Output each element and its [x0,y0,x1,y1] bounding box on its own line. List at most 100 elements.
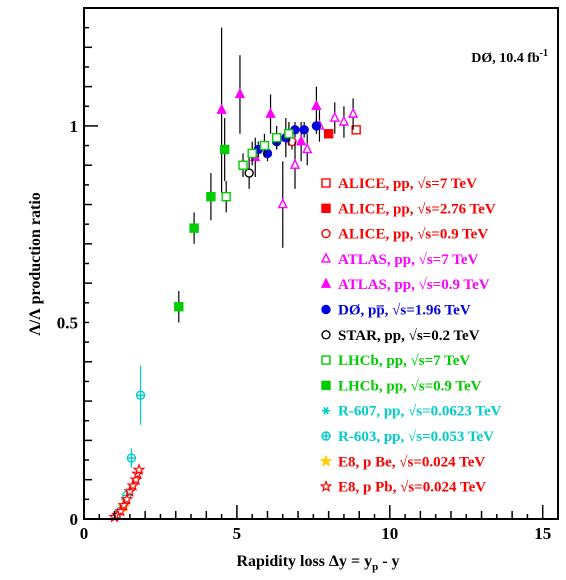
data-point-marker [271,133,282,143]
legend-label: E8, p Pb, √s=0.024 TeV [338,480,486,496]
legend: ALICE, pp, √s=7 TeV ALICE, pp, √s=2.76 Te… [319,176,502,496]
legend-item: R-607, pp, √s=0.0623 TeV [322,404,502,420]
legend-label: STAR, pp, √s=0.2 TeV [338,328,480,344]
legend-item: LHCb, pp, √s=0.9 TeV [321,378,482,394]
legend-label: ATLAS, pp, √s=0.9 TeV [338,277,490,293]
data-point-marker [132,463,146,476]
legend-label: R-607, pp, √s=0.0623 TeV [338,404,502,420]
legend-label: ALICE, pp, √s=2.76 TeV [338,201,496,217]
annotation-main: DØ, 10.4 fb [471,51,540,66]
data-point-marker [295,135,307,146]
legend-item: ALICE, pp, √s=7 TeV [321,176,477,192]
annotation: DØ, 10.4 fb-1 [471,48,548,66]
data-point-marker [221,191,231,202]
x-tick-label: 0 [80,524,89,543]
data-point-marker [321,304,331,315]
series-7 [221,121,294,213]
legend-label: ATLAS, pp, √s=7 TeV [338,252,478,268]
data-point-marker [123,484,137,497]
data-point-marker [302,142,313,154]
legend-label: LHCb, pp, √s=7 TeV [338,353,470,369]
legend-item: DØ, pp̅, √s=1.96 TeV [321,303,471,319]
legend-label: ALICE, pp, √s=0.9 TeV [338,227,488,243]
data-point-marker [321,355,331,365]
axis-ticks [83,7,559,520]
legend-label: LHCb, pp, √s=0.9 TeV [338,378,482,394]
data-point-marker [289,158,301,169]
data-point-marker [189,223,199,233]
data-point-marker [320,277,332,288]
tick-labels: 0 5 10 15 0 0.5 1 [57,117,551,543]
data-point-marker [135,390,146,400]
data-point-marker [319,454,333,467]
data-point-marker [321,431,331,441]
data-point-marker [351,125,361,135]
data-point-marker [216,103,227,114]
legend-item: E8, p Pb, √s=0.024 TeV [319,479,486,496]
data-point-marker [322,406,330,415]
data-point-marker [129,472,143,486]
data-point-marker [219,144,230,155]
legend-item: ATLAS, pp, √s=7 TeV [320,252,478,268]
legend-item: LHCb, pp, √s=7 TeV [321,353,470,369]
legend-item: ALICE, pp, √s=0.9 TeV [321,227,488,243]
data-point-marker [299,125,309,135]
x-axis-title-main: Rapidity loss Δy = y [236,553,372,570]
legend-item: E8, p Be, √s=0.024 TeV [319,454,485,470]
legend-label: ALICE, pp, √s=7 TeV [338,176,477,192]
legend-label: E8, p Be, √s=0.024 TeV [338,454,485,470]
data-point-marker [311,99,322,110]
x-tick-label: 5 [233,524,242,543]
x-tick-label: 10 [381,524,398,543]
y-tick-label: 0 [70,510,79,529]
x-tick-label: 15 [534,524,551,543]
x-axis-title-sub: p [372,561,378,573]
data-point-marker [206,191,216,202]
data-point-marker [120,492,134,505]
data-point-marker [277,197,288,209]
data-point-marker [174,302,184,312]
data-point-marker [259,140,270,151]
data-point-marker [284,129,294,139]
data-point-marker [126,453,137,463]
series-0 [351,125,361,135]
legend-item: ALICE, pp, √s=2.76 TeV [321,201,496,217]
data-point-marker [247,148,257,159]
data-point-marker [244,168,254,178]
data-point-marker [117,498,131,511]
data-point-marker [321,228,331,239]
legend-item: R-603, pp, √s=0.053 TeV [321,429,494,445]
data-point-marker [321,178,331,188]
series-8 [174,118,230,323]
y-tick-label: 1 [70,117,79,136]
data-point-marker [329,111,340,122]
data-point-marker [320,252,332,263]
series-1 [323,129,334,139]
legend-label: DØ, pp̅, √s=1.96 TeV [338,303,471,319]
x-axis-title-tail: - y [378,553,399,570]
y-axis-title: Λ/Λ production ratio [27,192,44,336]
data-point-marker [321,330,331,340]
data-point-marker [234,87,246,99]
data-layer [108,27,361,523]
y-tick-label: 0.5 [57,313,78,332]
x-axis-title: Rapidity loss Δy = yp - y [236,553,399,573]
data-point-marker [265,107,276,118]
legend-label: R-603, pp, √s=0.053 TeV [338,429,494,445]
legend-item: ATLAS, pp, √s=0.9 TeV [320,277,490,293]
annotation-sup: -1 [540,48,548,59]
data-point-marker [114,504,128,517]
data-point-marker [321,203,331,214]
legend-item: STAR, pp, √s=0.2 TeV [321,328,480,344]
data-point-marker [238,160,248,170]
series-6 [244,157,254,189]
data-point-marker [347,107,359,118]
data-point-marker [338,115,350,126]
data-point-marker [323,129,334,139]
data-point-marker [311,121,322,131]
data-point-marker [319,479,333,493]
data-point-marker [126,478,140,492]
data-point-marker [321,380,331,391]
